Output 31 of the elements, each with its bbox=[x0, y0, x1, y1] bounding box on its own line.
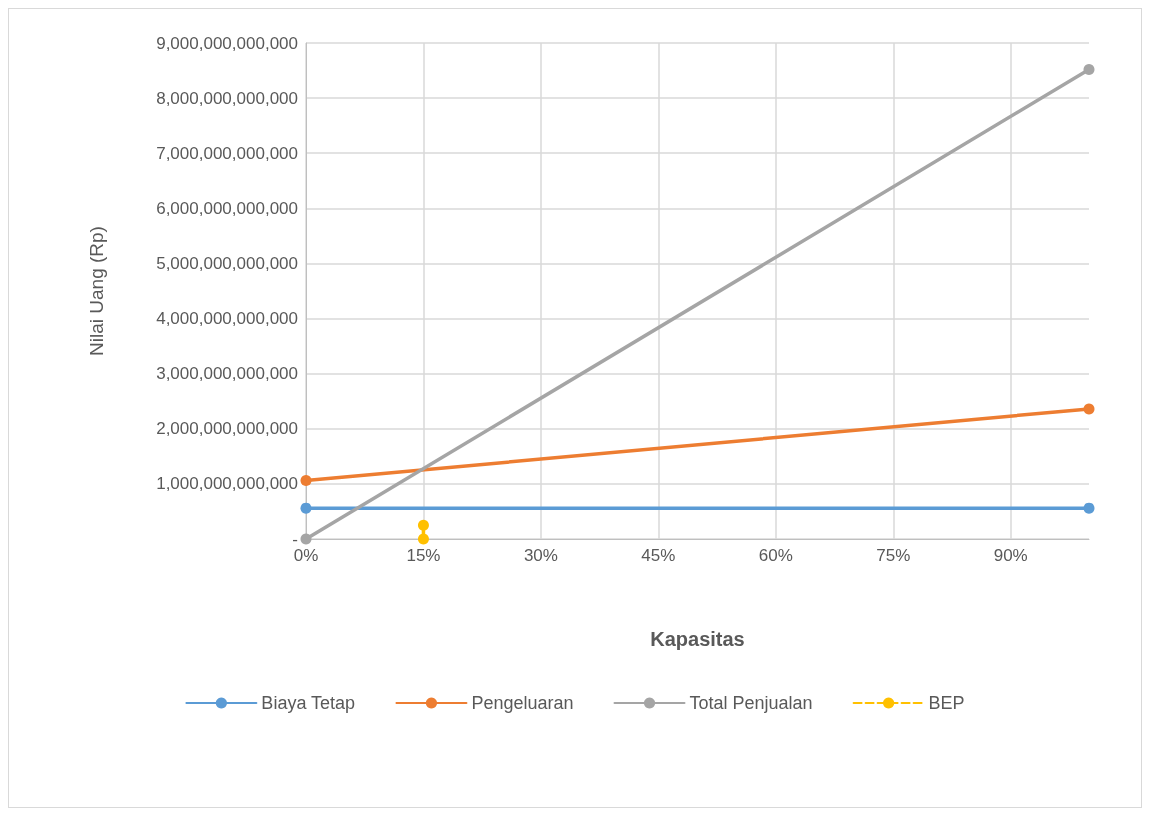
legend-label: Pengeluaran bbox=[471, 693, 574, 713]
y-tick-label: 4,000,000,000,000 bbox=[156, 309, 298, 329]
y-tick-label: 5,000,000,000,000 bbox=[156, 253, 298, 273]
y-tick-label: 2,000,000,000,000 bbox=[156, 419, 298, 439]
x-tick-label: 0% bbox=[293, 546, 319, 565]
x-tick-label: 75% bbox=[876, 546, 911, 565]
y-tick-label: 9,000,000,000,000 bbox=[156, 33, 298, 53]
point bbox=[417, 519, 429, 531]
x-tick-label: 60% bbox=[758, 546, 793, 565]
point bbox=[300, 533, 312, 545]
y-axis-title: Nilai Uang (Rp) bbox=[86, 226, 107, 356]
point bbox=[417, 533, 429, 545]
y-tick-label: 1,000,000,000,000 bbox=[156, 474, 298, 494]
legend-label: Total Penjualan bbox=[689, 693, 813, 713]
legend-label: Biaya Tetap bbox=[261, 693, 356, 713]
point bbox=[1083, 63, 1095, 75]
y-tick-label: 7,000,000,000,000 bbox=[156, 143, 298, 163]
x-tick-label: 45% bbox=[641, 546, 676, 565]
point bbox=[1083, 502, 1095, 514]
x-tick-label: 90% bbox=[993, 546, 1028, 565]
y-tick-label: 6,000,000,000,000 bbox=[156, 198, 298, 218]
x-axis-title: Kapasitas bbox=[650, 628, 745, 650]
y-tick-label: - bbox=[292, 529, 298, 549]
x-tick-label: 15% bbox=[406, 546, 441, 565]
legend-label: BEP bbox=[928, 693, 965, 713]
point bbox=[300, 502, 312, 514]
point bbox=[1083, 403, 1095, 415]
point bbox=[300, 475, 312, 487]
x-tick-label: 30% bbox=[523, 546, 558, 565]
y-tick-label: 8,000,000,000,000 bbox=[156, 88, 298, 108]
y-tick-label: 3,000,000,000,000 bbox=[156, 364, 298, 384]
